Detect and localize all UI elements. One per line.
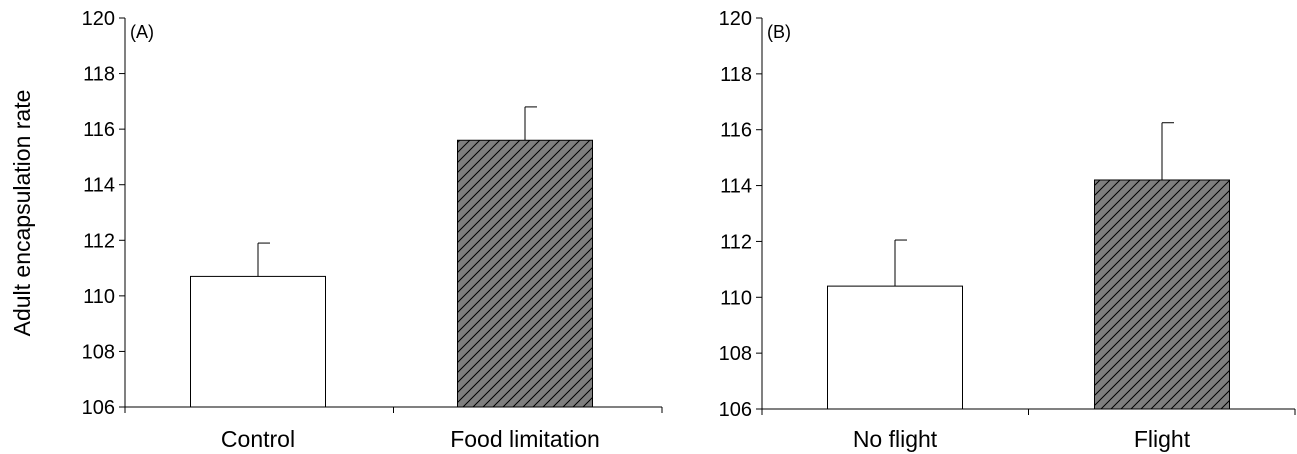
y-tick-label: 112 — [720, 231, 752, 253]
bar-no-flight — [828, 286, 963, 409]
y-tick-label: 110 — [83, 286, 115, 308]
bar-food-limitation — [458, 140, 593, 407]
y-tick-label: 114 — [83, 175, 115, 197]
panel-label: (B) — [767, 22, 791, 42]
y-tick-label: 110 — [720, 287, 752, 309]
panel-b: 106 108 110 112 114 116 118 120 No flight Flight (… — [719, 8, 1295, 452]
bar-flight — [1095, 180, 1230, 409]
bar-control — [191, 276, 326, 407]
y-tick-label: 112 — [83, 230, 115, 252]
category-label: Food limitation — [450, 426, 600, 452]
y-tick-label: 116 — [720, 120, 752, 142]
category-label: No flight — [853, 426, 938, 452]
category-label: Flight — [1134, 426, 1191, 452]
category-label: Control — [221, 426, 295, 452]
y-tick-label: 118 — [83, 64, 115, 86]
y-tick-label: 116 — [83, 119, 115, 141]
y-tick-label: 118 — [720, 64, 752, 86]
y-tick-label: 108 — [719, 343, 752, 365]
y-axis-label: Adult encapsulation rate — [9, 90, 35, 337]
y-tick-label: 114 — [720, 176, 752, 198]
y-tick-label: 120 — [719, 8, 752, 30]
panel-a: 106 108 110 112 114 116 118 120 Control Food limi… — [82, 8, 662, 452]
y-tick-label: 108 — [82, 341, 115, 363]
y-tick-label: 120 — [82, 8, 115, 30]
y-tick-label: 106 — [719, 399, 752, 421]
y-tick-label: 106 — [82, 397, 115, 419]
panel-label: (A) — [130, 22, 154, 42]
